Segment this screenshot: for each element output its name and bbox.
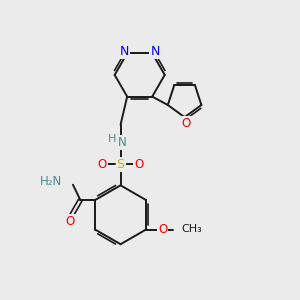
Text: S: S [117,158,124,171]
Text: O: O [158,223,167,236]
Text: CH₃: CH₃ [182,224,202,235]
Text: O: O [65,215,75,228]
Text: N: N [151,45,160,58]
Text: O: O [134,158,143,171]
Text: N: N [119,45,129,58]
Text: H: H [108,134,116,144]
Text: H₂N: H₂N [40,175,62,188]
Text: O: O [182,117,191,130]
Text: O: O [98,158,107,171]
Text: N: N [118,136,126,149]
